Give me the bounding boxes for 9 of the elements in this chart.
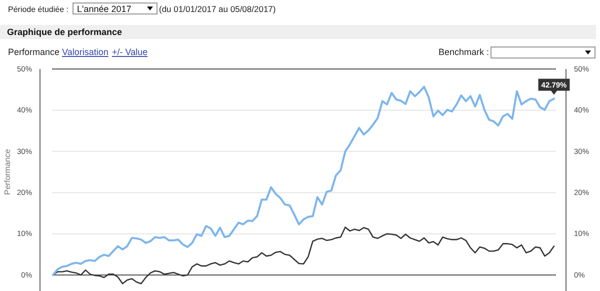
y-axis-title: Performance [3, 148, 12, 195]
text: Benchmark : [438, 47, 489, 57]
chart-title: Graphique de performance [7, 27, 122, 37]
text: (du 01/01/2017 au 05/08/2017) [159, 4, 276, 14]
text: +/- Value [112, 47, 148, 57]
text: Valorisation [62, 47, 108, 57]
text: Performance [8, 47, 60, 57]
dropdown-field: L'année 2017 [72, 2, 158, 14]
text: Période étudiée : [8, 5, 68, 14]
